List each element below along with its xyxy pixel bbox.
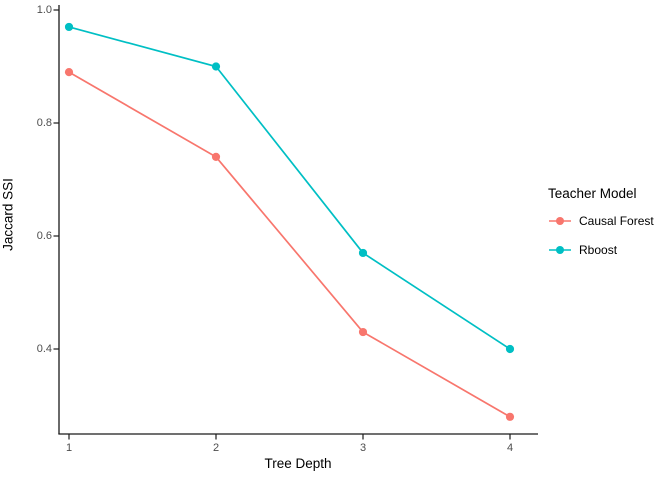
y-tick-label: 0.6 [36,230,52,242]
y-tick-label: 0.8 [36,117,52,129]
x-axis-title: Tree Depth [264,456,332,471]
y-tick-label: 0.4 [36,343,52,355]
legend-label: Causal Forest [579,214,654,228]
y-axis-title: Jaccard SSI [0,178,16,251]
legend-key-line-dot-icon [549,246,571,254]
legend-item-causal-forest: Causal Forest [548,212,668,230]
legend-key-line-dot-icon [549,217,571,225]
x-tick-label: 4 [506,442,514,454]
legend-label: Rboost [579,243,618,257]
x-tick-label: 2 [212,442,220,454]
x-tick-label: 1 [65,442,73,454]
y-tick-label: 1.0 [36,4,52,16]
legend-title: Teacher Model [548,186,637,201]
legend-item-rboost: Rboost [548,241,668,259]
x-tick-label: 3 [359,442,367,454]
legend: Teacher Model Causal Forest Rboost [548,186,668,270]
